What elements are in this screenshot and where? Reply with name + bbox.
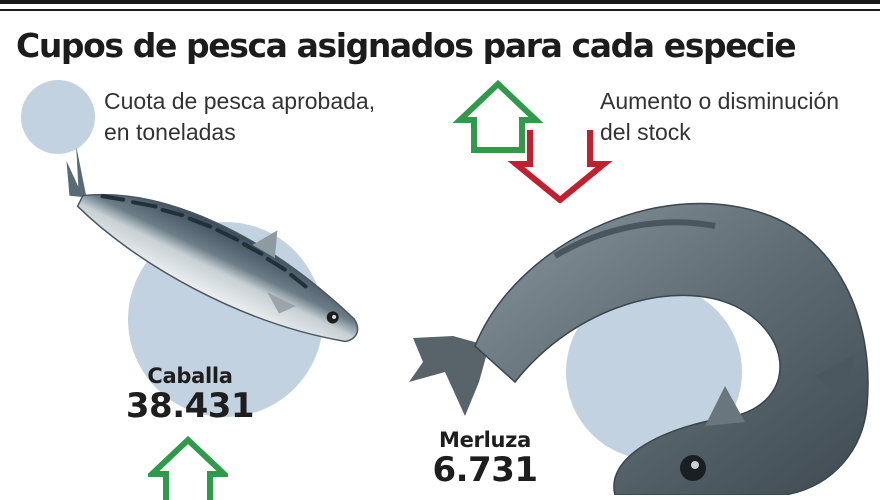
hake-image <box>409 202 869 495</box>
species-name: Merluza <box>439 428 531 452</box>
caballa-increase-arrow-icon <box>148 435 228 500</box>
quota-legend-circle-icon <box>21 80 95 154</box>
stock-legend-text: Aumento o disminución del stock <box>600 86 839 148</box>
page-title: Cupos de pesca asignados para cada espec… <box>16 26 797 65</box>
top-rule-thin <box>0 9 880 11</box>
merluza-label: Merluza 6.731 <box>420 428 550 490</box>
species-quota: 38.431 <box>125 386 255 426</box>
mackerel-image <box>66 148 359 343</box>
quota-legend-line2: en toneladas <box>104 119 236 145</box>
stock-legend-arrows <box>452 79 612 203</box>
arrow-down-outline-icon <box>507 130 612 203</box>
quota-legend-text: Cuota de pesca aprobada, en toneladas <box>104 86 375 148</box>
top-rule <box>0 0 880 4</box>
quota-legend-line1: Cuota de pesca aprobada, <box>104 88 376 114</box>
species-name: Caballa <box>147 364 233 388</box>
stock-legend-line1: Aumento o disminución <box>600 88 840 114</box>
caballa-label: Caballa 38.431 <box>120 364 260 426</box>
stock-legend-line2: del stock <box>600 119 691 145</box>
arrow-up-outline-icon <box>452 79 544 153</box>
species-quota: 6.731 <box>432 450 538 490</box>
